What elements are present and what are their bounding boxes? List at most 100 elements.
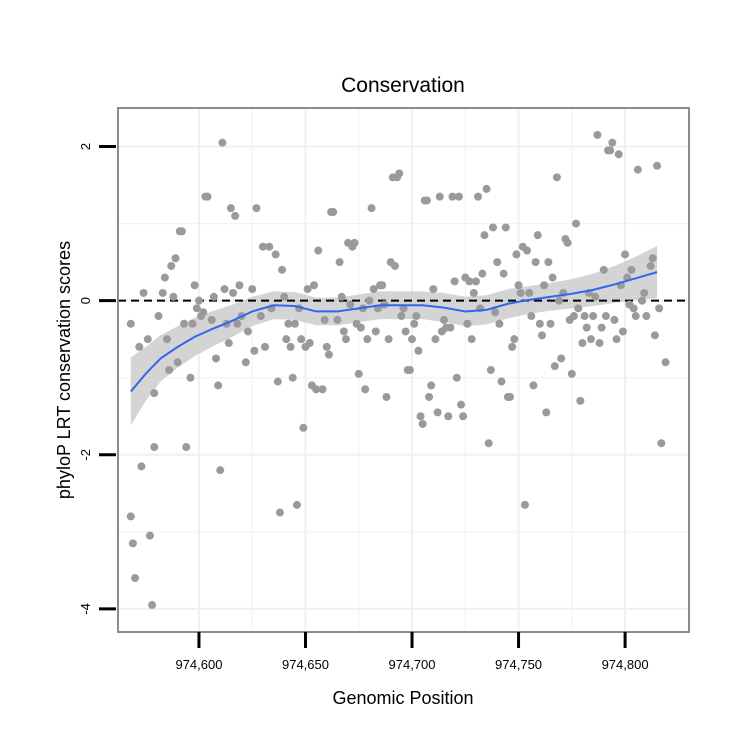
data-point — [226, 204, 235, 213]
data-point — [491, 308, 500, 317]
y-tick-label: -2 — [78, 449, 93, 461]
data-point — [154, 312, 163, 321]
data-point — [478, 269, 487, 278]
data-point — [512, 250, 521, 259]
data-point — [546, 319, 555, 328]
data-point — [465, 277, 474, 286]
data-point — [243, 327, 252, 336]
data-point — [333, 315, 342, 324]
data-point — [382, 392, 391, 401]
data-point — [525, 288, 534, 297]
data-point — [361, 385, 370, 394]
data-point — [173, 358, 182, 367]
data-point — [555, 296, 564, 305]
data-point — [137, 462, 146, 471]
data-point — [265, 242, 274, 251]
data-point — [337, 292, 346, 301]
data-point — [548, 273, 557, 282]
axes: 974,600 974,650 974,700 974,750 974,800 -4 -2 0… — [78, 143, 649, 672]
data-point — [186, 373, 195, 382]
data-point — [425, 392, 434, 401]
data-point — [369, 285, 378, 294]
data-point — [627, 265, 636, 274]
data-point — [648, 254, 657, 263]
data-point — [612, 335, 621, 344]
data-point — [233, 319, 242, 328]
data-point — [324, 350, 333, 359]
data-point — [126, 319, 135, 328]
data-point — [582, 323, 591, 332]
data-point — [542, 408, 551, 417]
data-point — [256, 312, 265, 321]
plot-frame — [117, 107, 690, 633]
data-point — [335, 258, 344, 267]
data-point — [631, 312, 640, 321]
data-point — [290, 319, 299, 328]
data-point — [384, 335, 393, 344]
data-point — [199, 308, 208, 317]
data-point — [493, 258, 502, 267]
data-point — [597, 323, 606, 332]
data-point — [497, 377, 506, 386]
data-point — [395, 169, 404, 178]
data-point — [171, 254, 180, 263]
data-point — [231, 211, 240, 220]
data-point — [527, 312, 536, 321]
y-axis-title: phyloP LRT conservation scores — [54, 241, 74, 499]
data-point — [544, 258, 553, 267]
data-point — [459, 412, 468, 421]
data-point — [312, 385, 321, 394]
data-point — [139, 288, 148, 297]
smooth-fit-line — [130, 271, 658, 393]
data-point — [653, 161, 662, 170]
y-tick-label: 0 — [78, 297, 93, 304]
data-point — [209, 292, 218, 301]
data-point — [354, 369, 363, 378]
y-tick-label: 2 — [78, 143, 93, 150]
data-point — [190, 281, 199, 290]
data-point — [471, 277, 480, 286]
data-point — [286, 342, 295, 351]
data-point — [480, 231, 489, 240]
data-point — [431, 335, 440, 344]
data-point — [586, 335, 595, 344]
data-point — [416, 412, 425, 421]
data-point — [435, 192, 444, 201]
data-point — [533, 231, 542, 240]
data-point — [633, 165, 642, 174]
data-point — [182, 443, 191, 452]
data-point — [410, 319, 419, 328]
data-point — [540, 281, 549, 290]
data-point — [297, 335, 306, 344]
data-point — [484, 439, 493, 448]
x-tick-label: 974,700 — [389, 657, 436, 672]
data-point — [241, 358, 250, 367]
data-point — [474, 192, 483, 201]
data-point — [578, 339, 587, 348]
data-point — [499, 269, 508, 278]
data-point — [501, 223, 510, 232]
x-tick-label: 974,800 — [602, 657, 649, 672]
data-point — [593, 130, 602, 139]
data-point — [601, 312, 610, 321]
x-axis-title: Genomic Position — [332, 688, 473, 708]
confidence-band-layer — [130, 245, 658, 426]
data-point — [280, 292, 289, 301]
data-point — [467, 335, 476, 344]
data-point — [363, 335, 372, 344]
data-point — [448, 192, 457, 201]
data-point — [433, 408, 442, 417]
data-point — [414, 346, 423, 355]
data-point — [599, 265, 608, 274]
data-point — [537, 331, 546, 340]
data-point — [365, 296, 374, 305]
data-point — [229, 288, 238, 297]
data-point — [606, 146, 615, 155]
data-point — [510, 335, 519, 344]
data-point — [469, 288, 478, 297]
data-point — [216, 466, 225, 475]
data-point — [506, 392, 515, 401]
plot-panel — [118, 108, 689, 632]
data-point — [610, 315, 619, 324]
data-point — [145, 531, 154, 540]
